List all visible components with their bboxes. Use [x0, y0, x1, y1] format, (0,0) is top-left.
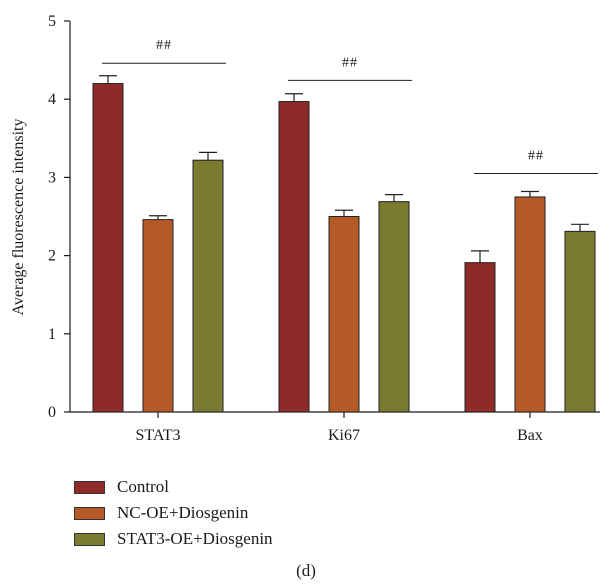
y-tick-label: 3	[48, 169, 56, 186]
x-tick-label: Ki67	[328, 427, 360, 444]
bar-stat3-oe-diosgenin-stat3	[192, 159, 224, 413]
legend-label-nc-oe-diosgenin: NC-OE+Diosgenin	[117, 503, 249, 522]
bar-chart: 0 1 2 3 4 5 STAT3 Ki67 Bax ## ## ## Average fluore…	[10, 13, 600, 444]
significance-label: ##	[528, 148, 544, 163]
significance-label: ##	[342, 55, 358, 70]
significance-label: ##	[156, 38, 172, 53]
bar-control-stat3	[92, 83, 124, 413]
legend-item-stat3-oe-diosgenin: STAT3-OE+Diosgenin	[74, 526, 273, 552]
y-tick-label: 4	[48, 91, 56, 108]
y-tick-label: 1	[48, 326, 56, 343]
bar-stat3-oe-diosgenin-ki67	[378, 201, 410, 413]
legend-item-nc-oe-diosgenin: NC-OE+Diosgenin	[74, 500, 273, 526]
legend-item-control: Control	[74, 474, 273, 500]
legend-label-control: Control	[117, 477, 169, 496]
x-tick-label: Bax	[517, 427, 543, 444]
bar-nc-oe-diosgenin-bax	[514, 196, 546, 413]
y-axis-label: Average fluorescence intensity	[10, 119, 27, 316]
figure-caption: (d)	[296, 561, 316, 580]
significance-layer: ## ## ##	[102, 38, 598, 174]
legend-swatch-stat3-oe-diosgenin	[74, 532, 105, 546]
y-tick-label: 0	[48, 404, 56, 421]
bar-control-bax	[464, 262, 496, 413]
x-tick-label: STAT3	[136, 427, 181, 444]
bar-nc-oe-diosgenin-stat3	[142, 219, 174, 413]
bar-stat3-oe-diosgenin-bax	[564, 230, 596, 413]
legend-swatch-control	[74, 480, 105, 494]
bar-nc-oe-diosgenin-ki67	[328, 216, 360, 413]
y-tick-label: 2	[48, 248, 56, 265]
legend-swatch-nc-oe-diosgenin	[74, 506, 105, 520]
legend-label-stat3-oe-diosgenin: STAT3-OE+Diosgenin	[117, 529, 273, 548]
legend: Control NC-OE+Diosgenin STAT3-OE+Diosgen…	[74, 474, 273, 552]
bars-layer	[92, 75, 596, 413]
bar-control-ki67	[278, 101, 310, 413]
y-tick-label: 5	[48, 13, 56, 30]
